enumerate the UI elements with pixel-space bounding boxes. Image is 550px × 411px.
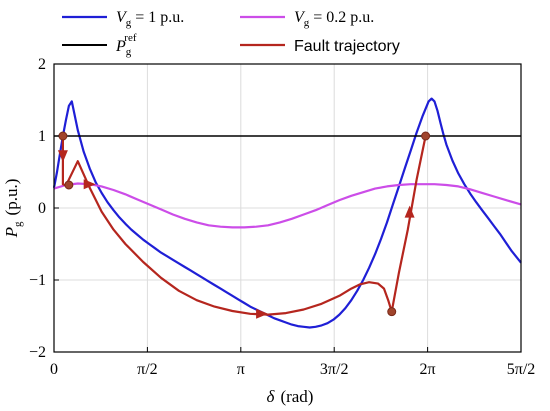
trajectory-arrow (57, 150, 68, 163)
legend-label-pref: Pgref (115, 32, 137, 58)
x-tick-label: 0 (50, 361, 58, 378)
trajectory-arrow (404, 205, 415, 218)
y-tick-label: 2 (38, 56, 46, 73)
x-tick-label: 2π (420, 361, 436, 378)
legend-label-fault: Fault trajectory (294, 38, 400, 55)
ticks: 0 π/2 π 3π/2 2π 5π/2 −2 −1 0 1 2 (29, 56, 535, 378)
y-tick-label: −2 (29, 344, 46, 361)
x-tick-label: 5π/2 (507, 361, 536, 378)
y-axis-label: Pg(p.u.) (2, 179, 24, 239)
trajectory-arrow (83, 179, 96, 190)
grid (53, 63, 522, 353)
y-tick-label: 1 (38, 128, 46, 145)
legend-label-vg1: Vg = 1 p.u. (116, 9, 184, 29)
trajectory-point (58, 131, 68, 141)
x-tick-label: 3π/2 (320, 361, 349, 378)
legend-label-vg02: Vg = 0.2 p.u. (294, 9, 374, 29)
trajectory-point (64, 180, 74, 190)
trajectory-point (387, 307, 397, 317)
trajectory-arrow (256, 308, 269, 319)
x-tick-label: π/2 (137, 361, 158, 378)
series-line-vg02 (53, 182, 522, 229)
x-tick-label: π (237, 361, 245, 378)
x-axis-label: δ (rad) (267, 387, 314, 406)
y-tick-label: −1 (29, 272, 46, 289)
series-line-vg1 (52, 97, 522, 329)
trajectory-point (421, 131, 431, 141)
legend: Vg = 1 p.u. Vg = 0.2 p.u. Pgref Fault tr… (62, 9, 400, 58)
y-tick-label: 0 (38, 200, 46, 217)
marker-layer (57, 131, 431, 319)
series-layer (52, 97, 522, 329)
series-line-fault (61, 135, 427, 316)
